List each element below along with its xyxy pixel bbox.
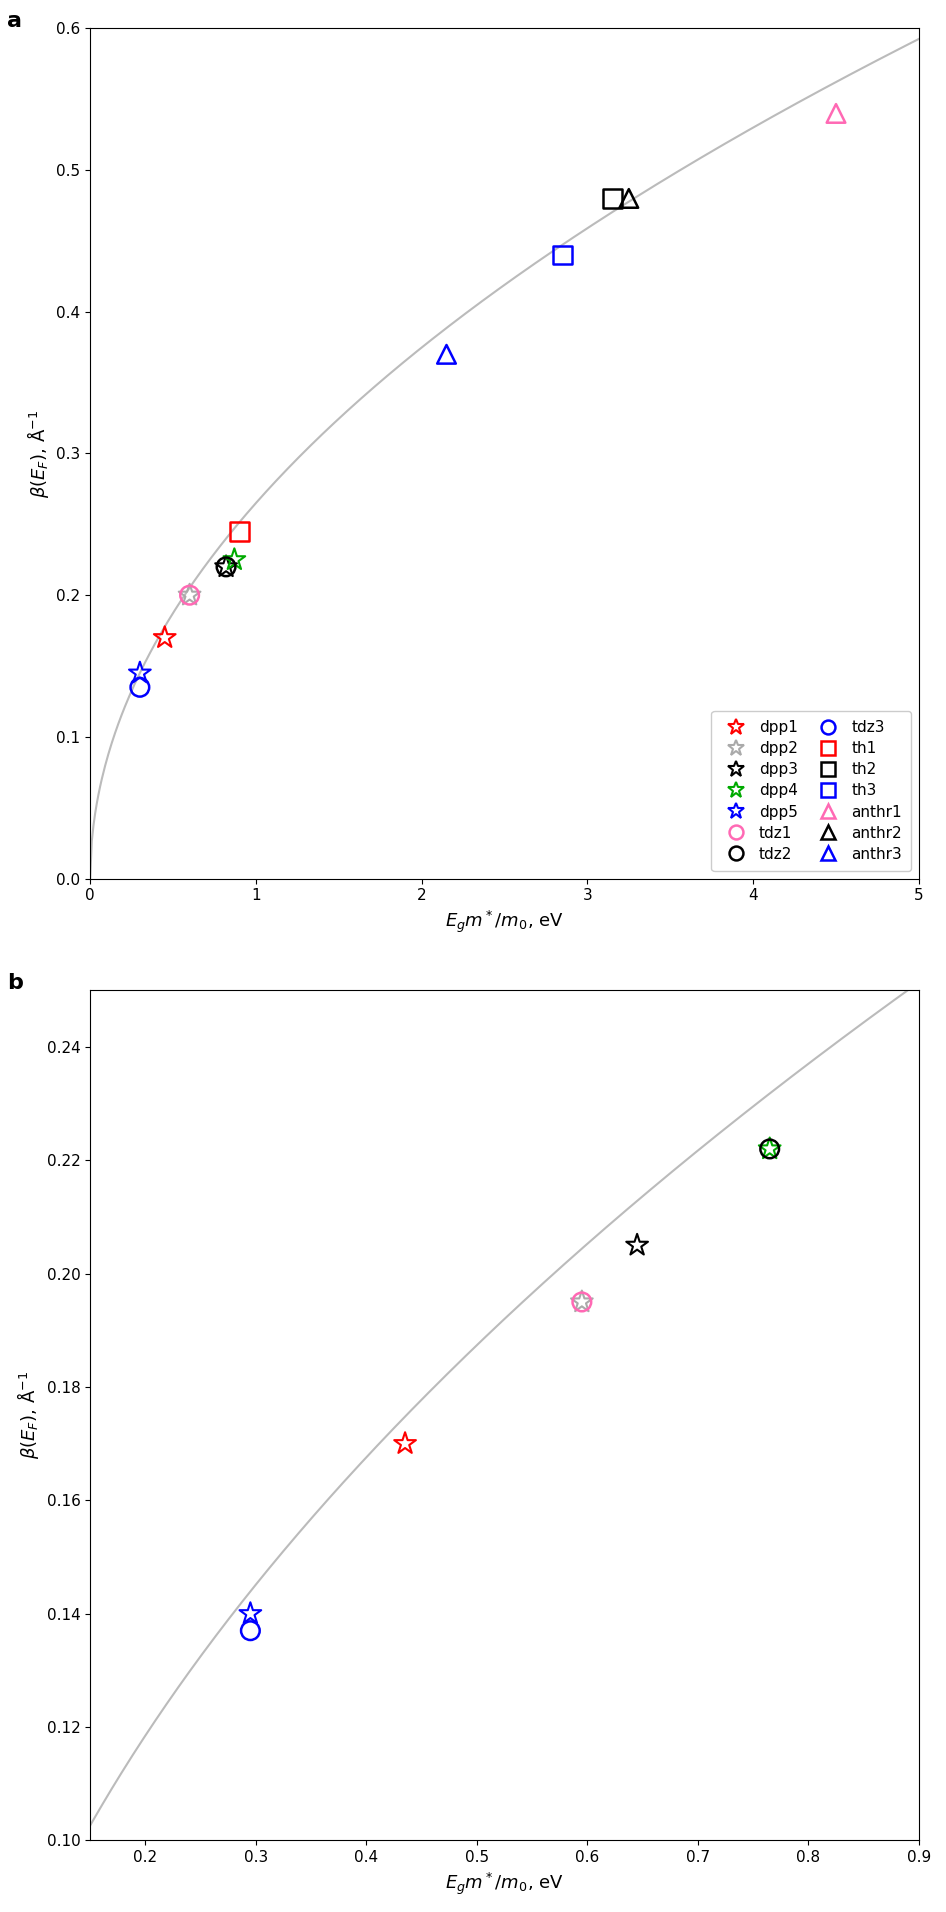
Y-axis label: $\beta(E_F)$, Å$^{-1}$: $\beta(E_F)$, Å$^{-1}$: [25, 409, 51, 497]
Point: [762, 1134, 778, 1164]
Point: [555, 239, 570, 270]
Point: [574, 1287, 589, 1317]
Point: [397, 1428, 412, 1459]
Point: [762, 1134, 778, 1164]
X-axis label: $E_g m^*/m_0$, eV: $E_g m^*/m_0$, eV: [446, 1870, 564, 1897]
X-axis label: $E_g m^*/m_0$, eV: $E_g m^*/m_0$, eV: [446, 908, 564, 935]
Point: [182, 579, 197, 610]
Text: a: a: [8, 11, 23, 31]
Point: [232, 516, 247, 547]
Y-axis label: $\beta(E_F)$, Å$^{-1}$: $\beta(E_F)$, Å$^{-1}$: [15, 1371, 41, 1459]
Point: [629, 1229, 644, 1260]
Point: [219, 551, 234, 581]
Point: [604, 184, 620, 214]
Point: [574, 1287, 589, 1317]
Legend: dpp1, dpp2, dpp3, dpp4, dpp5, tdz1, tdz2, tdz3, th1, th2, th3, anthr1, anthr2, a: dpp1, dpp2, dpp3, dpp4, dpp5, tdz1, tdz2…: [711, 711, 911, 872]
Point: [439, 338, 454, 369]
Point: [243, 1616, 258, 1646]
Point: [219, 551, 234, 581]
Point: [132, 671, 148, 702]
Point: [157, 623, 172, 654]
Point: [182, 579, 197, 610]
Point: [132, 658, 148, 688]
Point: [243, 1598, 258, 1629]
Point: [227, 545, 242, 576]
Point: [829, 98, 844, 128]
Text: b: b: [8, 973, 23, 992]
Point: [622, 184, 637, 214]
